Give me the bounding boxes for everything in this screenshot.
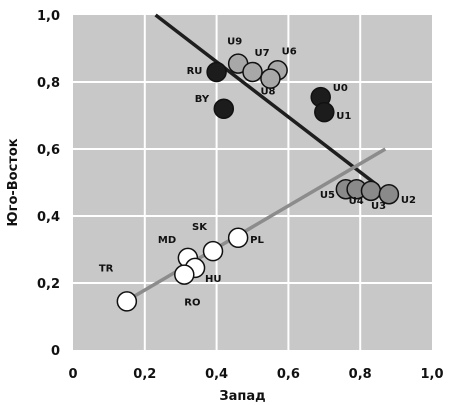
point-label-u7: U7 [255,48,270,59]
x-axis-title: Запад [219,389,265,404]
point-label-u0: U0 [333,83,348,94]
point-by [213,98,235,120]
point-label-u1: U1 [336,111,351,122]
x-tick-label: 0,8 [349,367,372,382]
y-axis-title: Юго-Восток [6,138,21,226]
y-tick-label: 0,2 [37,277,60,292]
y-axis-ticks: 0 0,2 0,4 0,6 0,8 1,0 [37,9,60,359]
y-tick-label: 0,6 [37,143,60,158]
point-label-u6: U6 [282,46,297,57]
grid [73,15,432,350]
point-label-u9: U9 [227,37,242,48]
point-ru [206,61,227,83]
point-label-u2: U2 [401,195,416,206]
point-label-u8: U8 [260,87,275,98]
point-u3 [360,180,382,202]
data-points [116,53,400,312]
y-tick-label: 1,0 [37,9,60,24]
x-axis-ticks: 0 0,2 0,4 0,6 0,8 1,0 [68,367,443,382]
point-label-by: BY [195,94,210,105]
y-tick-label: 0,8 [37,76,60,91]
point-label-u3: U3 [371,201,386,212]
point-labels: RU BY U0 U1 U9 U7 U6 U8 U5 U4 U3 U2 TR MD SK PL HU RO [99,37,416,309]
y-tick-label: 0,4 [37,210,60,225]
point-u8 [260,68,281,89]
point-label-sk: SK [192,222,208,233]
point-u2 [378,183,400,205]
point-ro [174,264,195,285]
x-tick-label: 0,2 [133,367,156,382]
point-label-hu: HU [205,274,222,285]
point-label-pl: PL [250,235,264,246]
trend-line [154,13,380,188]
point-label-u5: U5 [320,190,335,201]
point-tr [116,291,138,312]
x-tick-label: 0,6 [277,367,300,382]
point-label-md: MD [158,235,176,246]
point-pl [227,227,249,249]
x-tick-label: 1,0 [420,367,443,382]
y-tick-label: 0 [51,344,60,359]
point-u7 [242,61,263,83]
point-label-u4: U4 [349,196,364,207]
point-label-ru: RU [187,66,203,77]
x-tick-label: 0 [68,367,77,382]
point-u1 [314,101,335,123]
point-sk [202,240,224,262]
x-tick-label: 0,4 [205,367,228,382]
point-label-tr: TR [99,263,114,274]
point-label-ro: RO [184,298,200,309]
